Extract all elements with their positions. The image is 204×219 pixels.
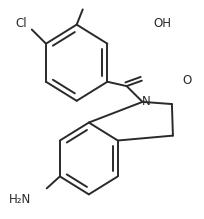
Text: OH: OH xyxy=(154,17,172,30)
Text: Cl: Cl xyxy=(15,17,27,30)
Text: H₂N: H₂N xyxy=(9,193,31,206)
Text: N: N xyxy=(142,95,151,108)
Text: O: O xyxy=(182,74,191,87)
